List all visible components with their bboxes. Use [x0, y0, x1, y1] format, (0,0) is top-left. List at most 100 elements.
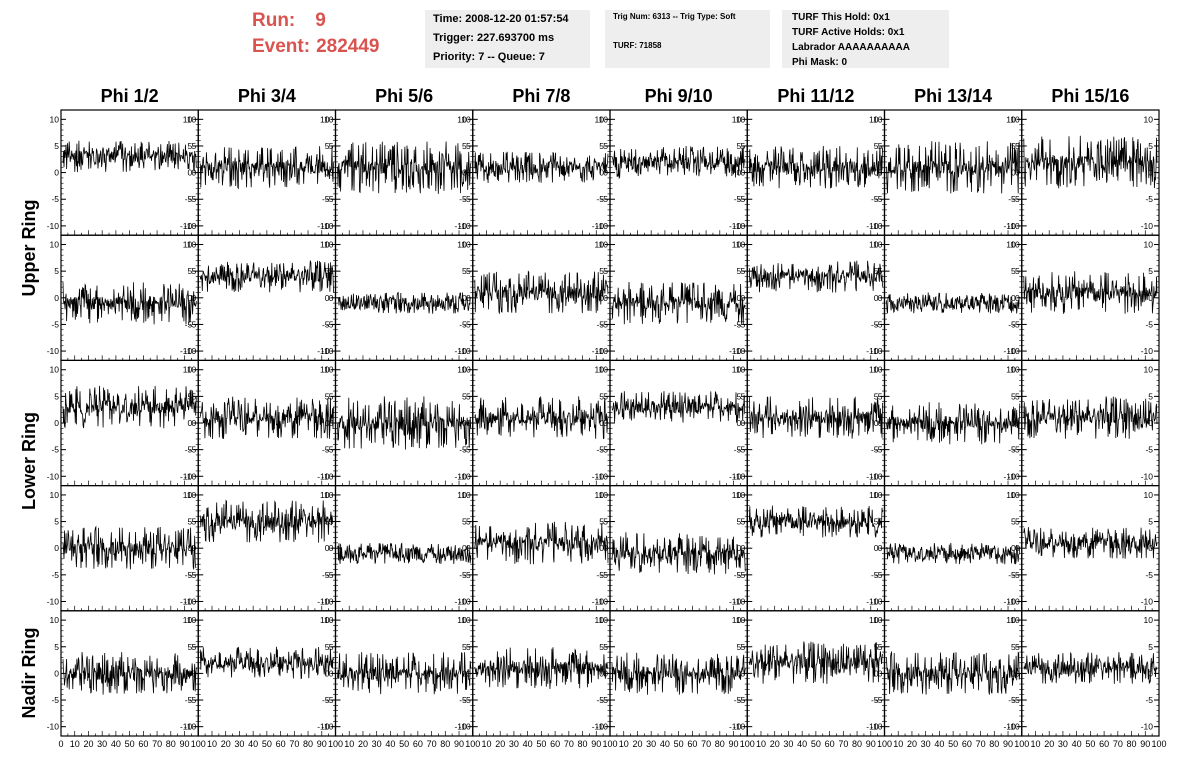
turf-info-box: TURF This Hold: 0x1 TURF Active Holds: 0… — [782, 10, 949, 68]
y-tick-label: -5 — [734, 570, 742, 580]
y-tick-label: 10 — [457, 615, 467, 625]
y-tick-label: -5 — [600, 695, 608, 705]
waveform-trace — [748, 260, 883, 293]
y-tick-label: -5 — [185, 570, 193, 580]
y-tick-label: 0 — [1015, 668, 1020, 678]
y-tick-label: 0 — [603, 418, 608, 428]
y-tick-label: -10 — [1141, 221, 1154, 231]
y-tick-label: -5 — [734, 194, 742, 204]
waveform-trace — [1023, 396, 1158, 439]
y-tick-label: 5 — [462, 517, 467, 527]
y-tick-label: 0 — [325, 668, 330, 678]
y-tick-label: 5 — [54, 642, 59, 652]
panel-frame — [883, 234, 1023, 361]
y-tick-label: 0 — [325, 418, 330, 428]
waveform-panel-r5-c1: 10 105 50 0-5 -5-10 -10 — [47, 610, 199, 737]
x-tick-label: 40 — [385, 739, 395, 749]
y-tick-label: -5 — [1012, 695, 1020, 705]
waveform-panel-r3-c7: 10 105 50 0-5 -5-10 -10 — [870, 359, 1023, 487]
y-tick-label: -5 — [459, 194, 467, 204]
waveform-trace — [611, 145, 746, 180]
waveform-trace — [611, 391, 746, 423]
y-tick-label: -10 — [47, 596, 60, 606]
waveform-trace — [886, 402, 1021, 445]
y-tick-label: 10 — [324, 615, 334, 625]
y-tick-label: 5 — [325, 642, 330, 652]
waveform-trace — [1023, 271, 1158, 314]
y-tick-label: 10 — [732, 114, 742, 124]
y-tick-label: 5 — [1148, 517, 1153, 527]
waveform-panel-r5-c6: 10 105 50 0-5 -5-10 -10 — [733, 610, 886, 737]
y-tick-label: 5 — [874, 141, 879, 151]
waveform-trace — [62, 282, 197, 325]
x-tick-label: 30 — [372, 739, 382, 749]
y-tick-label: -5 — [1012, 319, 1020, 329]
x-tick-label: 70 — [289, 739, 299, 749]
y-tick-label: -10 — [180, 722, 193, 732]
x-tick-label: 90 — [1003, 739, 1013, 749]
x-tick-label: 30 — [921, 739, 931, 749]
y-tick-label: -5 — [734, 695, 742, 705]
waveform-trace — [748, 145, 883, 189]
y-tick-label: 5 — [329, 642, 334, 652]
waveform-trace — [886, 650, 1021, 695]
y-tick-label: 10 — [595, 114, 605, 124]
y-tick-label: 0 — [1015, 543, 1020, 553]
y-tick-label: 10 — [1144, 615, 1154, 625]
waveform-trace — [62, 525, 197, 570]
y-tick-label: 5 — [192, 266, 197, 276]
y-tick-label: 5 — [466, 266, 471, 276]
waveform-panel-r4-c6: 10 105 50 0-5 -5-10 -10 — [733, 485, 886, 612]
x-tick-label: 10 — [207, 739, 217, 749]
y-tick-label: 10 — [187, 240, 197, 250]
y-tick-label: 5 — [1011, 642, 1016, 652]
y-tick-label: -10 — [454, 722, 467, 732]
x-tick-label: 40 — [248, 739, 258, 749]
y-tick-label: 0 — [188, 293, 193, 303]
y-tick-label: -10 — [454, 596, 467, 606]
y-tick-label: -10 — [458, 471, 471, 481]
y-tick-label: -10 — [454, 471, 467, 481]
y-tick-label: 5 — [599, 141, 604, 151]
y-tick-label: 5 — [1011, 391, 1016, 401]
y-tick-label: -10 — [866, 596, 879, 606]
x-tick-label: 70 — [152, 739, 162, 749]
waveform-trace — [199, 260, 334, 293]
y-tick-label: -5 — [1008, 445, 1016, 455]
y-tick-label: -10 — [733, 221, 746, 231]
y-tick-label: -10 — [866, 221, 879, 231]
x-tick-label: 100 — [877, 739, 892, 749]
y-tick-label: 0 — [54, 168, 59, 178]
y-tick-label: 5 — [1011, 517, 1016, 527]
panel-frame — [197, 234, 337, 361]
y-tick-label: 10 — [183, 615, 193, 625]
x-tick-label: 40 — [1072, 739, 1082, 749]
y-tick-label: -5 — [463, 445, 471, 455]
y-tick-label: 10 — [599, 240, 609, 250]
y-tick-label: 10 — [461, 114, 471, 124]
y-tick-label: -10 — [180, 346, 193, 356]
waveform-trace — [611, 532, 746, 575]
y-tick-label: -10 — [870, 221, 883, 231]
y-tick-label: -5 — [875, 695, 883, 705]
waveform-trace — [199, 646, 334, 680]
waveform-panel-r2-c2: 10 105 50 0-5 -5-10 -10 — [184, 234, 337, 361]
panel-frame — [60, 109, 199, 236]
run-label: Run: — [252, 10, 296, 31]
y-tick-label: 5 — [188, 517, 193, 527]
x-tick-label: 50 — [125, 739, 135, 749]
x-tick-label: 100 — [328, 739, 343, 749]
waveform-panel-r3-c1: 10 105 50 0-5 -5-10 -10 — [47, 359, 199, 487]
y-tick-label: -10 — [592, 346, 605, 356]
waveform-panel-r3-c8: 10 105 50 0-5 -5-10 -10 — [1007, 359, 1160, 487]
y-tick-label: 5 — [603, 266, 608, 276]
phi-header-4: Phi 7/8 — [512, 86, 571, 106]
y-tick-label: 0 — [1148, 418, 1153, 428]
waveform-panel-r1-c7: 10 105 50 0-5 -5-10 -10 — [870, 109, 1023, 236]
y-tick-label: -10 — [1003, 722, 1016, 732]
y-tick-label: 10 — [324, 114, 334, 124]
waveform-trace — [474, 396, 609, 440]
x-tick-label: 0 — [58, 739, 63, 749]
y-tick-label: 5 — [325, 266, 330, 276]
waveform-trace — [474, 521, 609, 565]
